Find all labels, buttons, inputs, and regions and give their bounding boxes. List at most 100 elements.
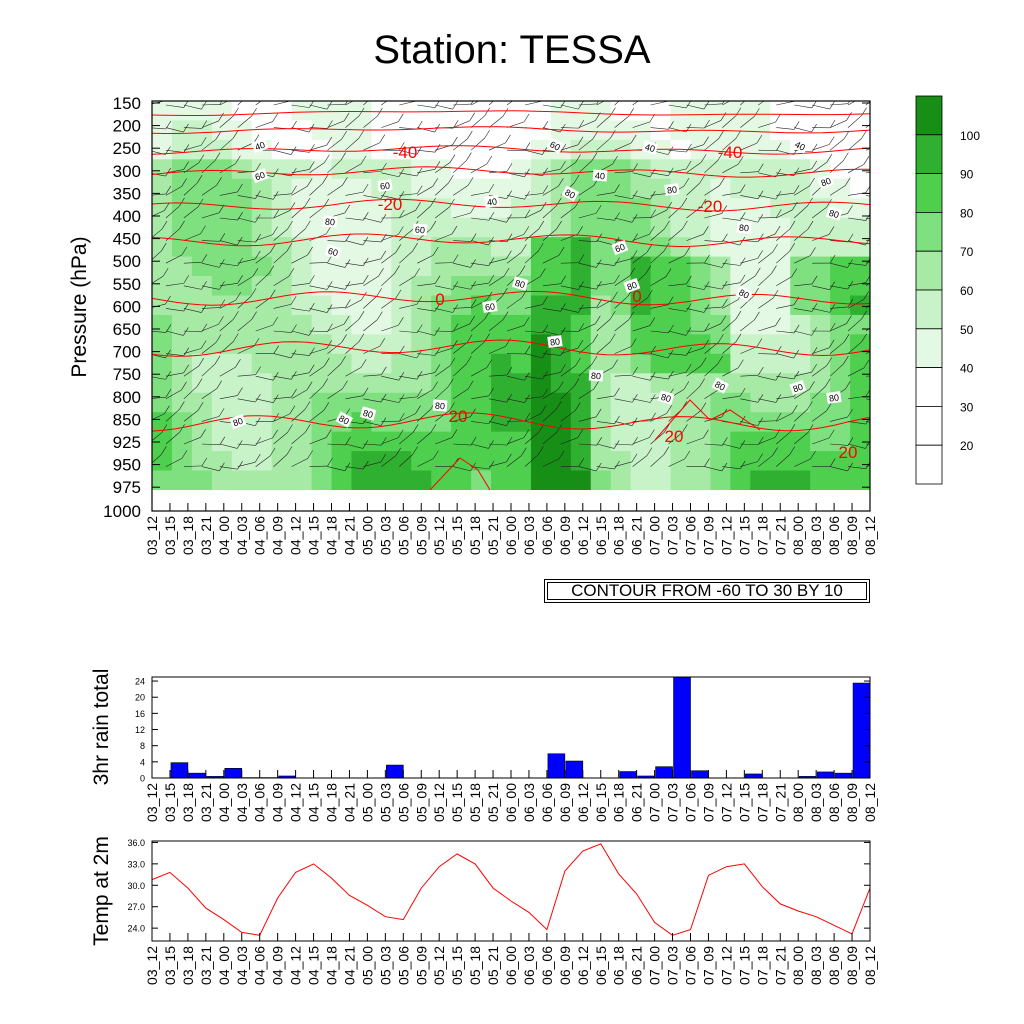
temp-time-tick-label: 07_21	[772, 946, 788, 985]
temp-time-tick-label: 06_15	[593, 946, 609, 985]
rh-contour-label-group: 60	[251, 167, 269, 184]
wind-barb	[219, 240, 238, 246]
wind-barb	[632, 375, 651, 381]
wind-barb	[470, 341, 485, 354]
wind-barb	[273, 454, 288, 467]
rh-cell	[171, 392, 193, 413]
wind-barb	[345, 191, 364, 196]
rh-contour-label: 60	[254, 170, 267, 183]
rh-cell	[550, 314, 572, 335]
wind-barb	[776, 192, 795, 196]
wind-barb	[399, 396, 418, 400]
wind-barb	[165, 353, 184, 357]
rh-cell	[511, 412, 532, 433]
legend-box	[915, 367, 943, 407]
wind-barb-flag	[558, 450, 565, 459]
rh-cell	[451, 139, 472, 160]
rh-contour-label-group: 80	[825, 206, 843, 221]
wind-barb-flag	[684, 450, 691, 460]
wind-barb-flag	[165, 295, 171, 305]
rh-cell	[710, 256, 731, 277]
wind-barb	[704, 342, 719, 354]
wind-barb	[722, 262, 741, 266]
wind-barb-flag	[237, 257, 243, 267]
rain-time-tick-label: 07_00	[647, 783, 663, 822]
rh-cell	[152, 198, 173, 219]
wind-barb-flag	[791, 268, 798, 277]
wind-barb-flag	[722, 298, 728, 308]
wind-barb-flag	[362, 440, 369, 449]
wind-barb	[291, 169, 310, 174]
rh-cell	[291, 237, 313, 258]
wind-barb-flag	[861, 130, 867, 139]
wind-barb	[488, 115, 504, 128]
rh-cell	[211, 412, 233, 433]
wind-barb	[632, 172, 651, 178]
temp-time-tick-label: 08_00	[790, 946, 806, 985]
wind-barb	[291, 228, 306, 241]
rh-cell	[770, 295, 791, 316]
contour-info-label: CONTOUR FROM -60 TO 30 BY 10	[544, 579, 870, 603]
rh-cell	[191, 120, 213, 141]
wind-barb	[219, 466, 238, 470]
rain-time-tick-label: 08_03	[808, 783, 824, 822]
wind-barb-flag	[739, 212, 746, 221]
rh-cell	[690, 217, 712, 238]
wind-barb	[201, 443, 220, 446]
rh-contour-label-group: 80	[547, 335, 563, 348]
wind-barb-flag	[470, 436, 477, 446]
rh-cell	[351, 101, 372, 122]
rh-cell	[511, 431, 532, 452]
wind-barb-flag	[470, 233, 477, 242]
wind-barb	[794, 168, 812, 174]
wind-barb-flag	[430, 220, 437, 230]
rh-cell	[511, 139, 532, 160]
temp-time-tick-label: 03_18	[180, 946, 196, 985]
wind-barb-flag	[237, 275, 243, 284]
wind-barb	[668, 458, 685, 467]
wind-barb-flag	[360, 359, 367, 368]
rh-cell	[770, 276, 791, 297]
temp-contour	[152, 110, 870, 116]
wind-barb-flag	[235, 155, 241, 164]
rh-cell	[590, 178, 612, 199]
rh-cell	[570, 237, 592, 258]
wind-barb-flag	[739, 257, 746, 266]
wind-barb-flag	[776, 412, 782, 421]
wind-barb-flag	[326, 136, 333, 146]
wind-barb	[291, 353, 310, 356]
wind-barb	[309, 182, 323, 196]
rh-cell	[790, 237, 811, 258]
wind-barb	[381, 234, 399, 241]
rh-cell	[271, 295, 293, 316]
rain-ytick-label: 24	[135, 677, 145, 687]
wind-barb	[686, 162, 702, 174]
rh-cell	[411, 159, 432, 180]
wind-barb-flag	[398, 113, 404, 122]
wind-barb-flag	[811, 275, 818, 285]
wind-barb	[650, 353, 669, 359]
rh-cell	[211, 276, 233, 297]
wind-barb-flag	[165, 389, 172, 398]
wind-barb	[255, 252, 271, 264]
rh-cell	[570, 256, 592, 277]
wind-barb-flag	[717, 152, 723, 161]
legend-box	[915, 173, 943, 213]
wind-barb	[578, 443, 597, 446]
wind-barb-flag	[771, 265, 777, 274]
rh-cell	[670, 431, 692, 452]
wind-barb	[219, 163, 236, 174]
wind-barb-flag	[573, 378, 580, 387]
rh-cell	[810, 470, 831, 490]
wind-barb-flag	[560, 143, 567, 153]
wind-barb	[704, 103, 723, 106]
wind-barb-flag	[165, 185, 172, 195]
wind-barb-flag	[614, 212, 620, 221]
wind-barb-flag	[502, 288, 508, 297]
legend-box	[915, 95, 943, 136]
legend-label: 40	[960, 362, 974, 376]
temp-contour	[152, 339, 870, 357]
wind-barb	[704, 285, 723, 290]
wind-barb	[219, 191, 238, 196]
